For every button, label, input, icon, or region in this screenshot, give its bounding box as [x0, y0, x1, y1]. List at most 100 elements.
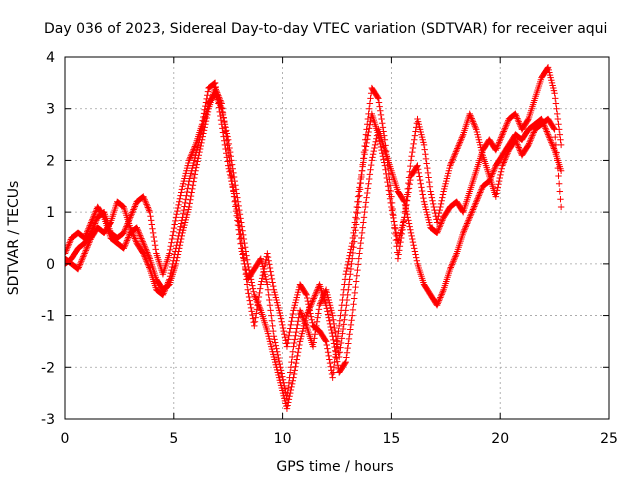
data-point-interp	[125, 218, 132, 226]
data-point-interp	[140, 251, 148, 259]
y-tick-label: -3	[41, 412, 55, 428]
data-point-interp	[126, 215, 133, 223]
data-point	[290, 343, 297, 350]
data-point-interp	[366, 100, 374, 107]
data-point-interp	[165, 277, 172, 285]
data-point	[342, 271, 349, 278]
data-point-interp	[493, 190, 500, 197]
data-point-interp	[426, 178, 433, 186]
data-point-interp	[171, 221, 178, 228]
data-point-interp	[359, 224, 366, 231]
data-point-interp	[123, 223, 130, 230]
data-point-interp	[333, 343, 340, 350]
data-point-interp	[384, 178, 391, 186]
data-point-interp	[403, 207, 410, 215]
data-point-interp	[187, 192, 195, 200]
data-point-interp	[187, 152, 195, 159]
data-point-interp	[85, 225, 92, 232]
data-point	[264, 250, 271, 257]
data-point	[388, 203, 395, 211]
data-point	[309, 296, 317, 304]
data-point-interp	[347, 321, 355, 329]
data-point-interp	[188, 151, 195, 158]
data-point	[225, 136, 232, 143]
data-point-interp	[377, 107, 384, 114]
data-point	[198, 121, 206, 128]
data-point-interp	[366, 105, 373, 112]
data-point-interp	[292, 332, 299, 339]
data-point-interp	[461, 226, 468, 233]
data-point-interp	[161, 288, 168, 295]
data-point-interp	[303, 294, 311, 302]
data-point-interp	[183, 188, 191, 196]
data-point-interp	[266, 261, 273, 268]
data-point-interp	[124, 220, 131, 227]
data-point-interp	[264, 286, 272, 293]
data-point-interp	[435, 298, 442, 306]
data-point-interp	[91, 221, 98, 229]
data-point-interp	[345, 335, 353, 343]
data-point-interp	[544, 65, 551, 72]
data-point-interp	[204, 92, 211, 99]
data-point-interp	[181, 203, 188, 210]
data-point-interp	[437, 221, 444, 229]
data-point-interp	[287, 325, 294, 332]
data-point-interp	[270, 327, 277, 335]
data-point-interp	[170, 228, 177, 235]
data-point-interp	[212, 83, 219, 91]
data-point-interp	[458, 134, 466, 141]
data-point-interp	[547, 137, 554, 144]
data-point-interp	[219, 125, 226, 132]
data-point-interp	[234, 214, 242, 221]
data-point-interp	[351, 289, 359, 297]
data-point-interp	[462, 223, 470, 230]
data-point-interp	[160, 290, 167, 297]
data-point-interp	[79, 254, 86, 262]
data-point-interp	[527, 137, 534, 144]
data-point-interp	[360, 159, 367, 166]
data-point-interp	[415, 169, 423, 177]
data-point-interp	[140, 241, 148, 248]
data-point-interp	[311, 330, 319, 338]
data-point-interp	[100, 209, 107, 216]
data-point-interp	[497, 136, 504, 143]
data-point-interp	[325, 314, 332, 321]
data-point-interp	[169, 232, 176, 239]
data-point-interp	[340, 321, 347, 328]
data-point-interp	[144, 202, 151, 210]
data-point-interp	[145, 205, 152, 213]
data-point-interp	[66, 239, 73, 246]
data-point-interp	[347, 246, 355, 253]
data-point-interp	[166, 273, 174, 280]
data-point	[159, 291, 167, 299]
data-point-interp	[334, 338, 341, 345]
data-point-interp	[125, 232, 133, 240]
data-point-interp	[476, 190, 483, 198]
data-point-interp	[377, 111, 385, 119]
data-point-interp	[228, 157, 235, 164]
data-point-interp	[65, 245, 71, 253]
data-point-interp	[147, 213, 154, 220]
data-point-interp	[362, 143, 370, 150]
data-point-interp	[364, 136, 371, 143]
data-point-interp	[525, 140, 533, 147]
data-point-interp	[243, 276, 250, 283]
data-point-interp	[138, 235, 145, 242]
data-point	[211, 79, 219, 87]
data-point-interp	[352, 283, 359, 291]
data-point	[309, 343, 317, 350]
data-point-interp	[452, 253, 459, 260]
data-point-interp	[268, 312, 275, 319]
data-point	[87, 229, 95, 237]
data-point-interp	[472, 200, 479, 207]
data-point-interp	[215, 104, 223, 111]
data-point-interp	[191, 144, 198, 152]
data-point-interp	[495, 181, 502, 188]
data-point-interp	[253, 306, 261, 313]
data-point-interp	[354, 261, 362, 268]
data-point-interp	[333, 354, 340, 362]
data-point-interp	[170, 257, 177, 264]
data-point-interp	[65, 241, 73, 248]
data-point-interp	[166, 246, 174, 254]
data-point-interp	[390, 214, 397, 222]
